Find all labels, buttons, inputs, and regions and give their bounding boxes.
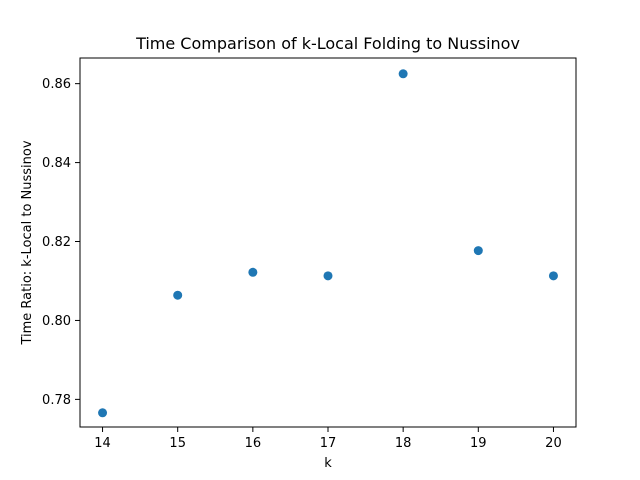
data-markers [98, 69, 558, 418]
data-point-6 [473, 246, 483, 256]
data-point-7 [548, 271, 558, 281]
x-tick-label: 20 [545, 436, 562, 451]
data-point-2 [173, 290, 183, 300]
x-tick-label: 19 [470, 436, 487, 451]
data-point-5 [398, 69, 408, 79]
x-tick-label: 14 [94, 436, 111, 451]
data-point-4 [323, 271, 333, 281]
y-tick-label: 0.80 [42, 314, 71, 329]
x-tick-label: 16 [245, 436, 262, 451]
data-point-3 [248, 267, 258, 277]
y-tick-label: 0.82 [42, 235, 71, 250]
y-axis-label: Time Ratio: k-Local to Nussinov [20, 140, 35, 345]
x-tick-label: 17 [320, 436, 337, 451]
plot-frame [79, 57, 577, 428]
y-tick-label: 0.86 [42, 77, 71, 92]
y-tick-label: 0.78 [42, 393, 71, 408]
x-tick-label: 18 [395, 436, 412, 451]
x-axis-label: k [324, 456, 332, 471]
y-tick-label: 0.84 [42, 156, 71, 171]
chart-title: Time Comparison of k-Local Folding to Nu… [135, 34, 520, 53]
x-axis-ticks: 14 15 16 17 18 19 20 [94, 427, 562, 451]
data-point-1 [98, 408, 108, 418]
y-axis-ticks: 0.78 0.80 0.82 0.84 0.86 [42, 77, 80, 408]
x-tick-label: 15 [169, 436, 186, 451]
